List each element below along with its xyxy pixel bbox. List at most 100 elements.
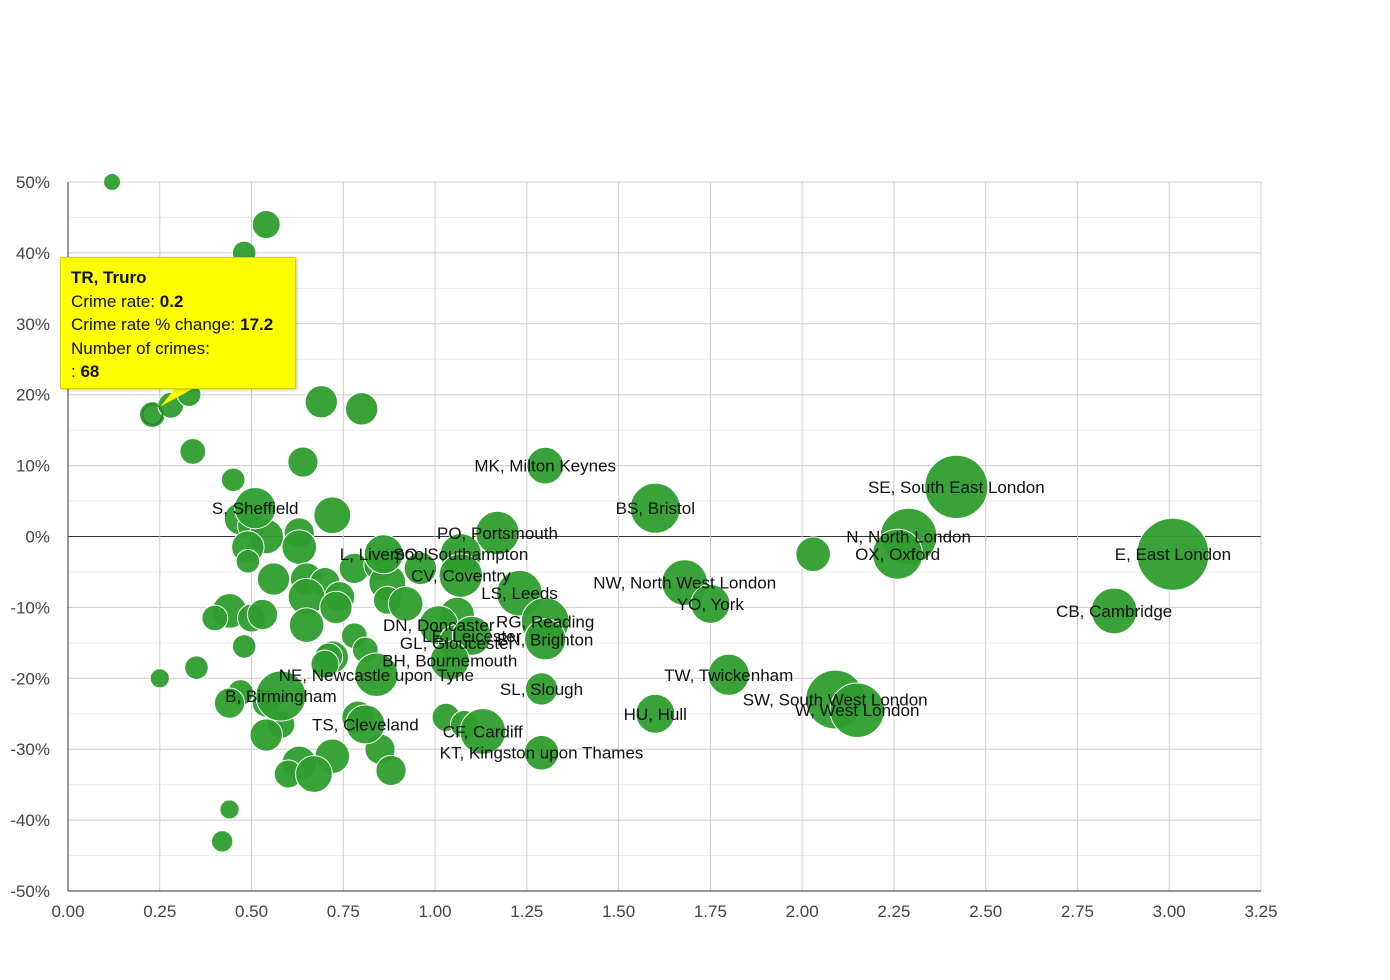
tooltip-rate-label: Crime rate: [71, 291, 160, 311]
bubble[interactable] [526, 446, 565, 485]
bubble[interactable] [179, 438, 207, 465]
bubble-label: LS, Leeds [481, 584, 558, 603]
y-tick-label: -10% [10, 598, 50, 617]
bubble-label: CF, Cardiff [443, 722, 523, 741]
x-tick-label: 2.25 [877, 902, 910, 921]
bubble[interactable] [310, 649, 340, 679]
y-tick-label: 40% [16, 244, 50, 263]
bubble[interactable] [246, 598, 279, 631]
tooltip-rate-value: 0.2 [159, 291, 184, 311]
tooltip-arrow [160, 389, 193, 407]
bubble-label: BN, Brighton [497, 630, 593, 649]
highlight-ring [141, 403, 164, 426]
bubble[interactable] [1090, 587, 1138, 635]
bubble[interactable] [354, 652, 399, 697]
bubble[interactable] [629, 482, 681, 534]
bubble-label: NE, Newcastle upon Tyne [279, 666, 474, 685]
bubble-label: RG, Reading [496, 613, 594, 632]
bubble[interactable] [438, 553, 483, 598]
tooltip-change-value: 17.2 [240, 315, 274, 334]
bubble-label: N, North London [846, 528, 971, 547]
bubble[interactable] [924, 454, 989, 519]
bubble[interactable] [635, 693, 676, 734]
bubble[interactable] [213, 687, 246, 719]
bubble[interactable] [255, 670, 307, 722]
bubble-label: SW, South West London [743, 691, 928, 710]
bubble-labels: E, East London SE, South East London N, No… [212, 457, 1231, 763]
x-tick-label: 0.25 [143, 902, 176, 921]
bubble[interactable] [523, 734, 560, 771]
bubble[interactable] [295, 755, 333, 793]
bubble[interactable] [524, 672, 559, 706]
tooltip-title: TR, Truro [71, 268, 147, 287]
bubble[interactable] [345, 704, 386, 745]
bubble[interactable] [219, 799, 240, 820]
bubble[interactable] [375, 754, 407, 787]
bubble-label: MK, Milton Keynes [474, 457, 616, 476]
bubble[interactable] [231, 634, 257, 659]
bubble[interactable] [184, 655, 209, 680]
bubble[interactable] [403, 551, 438, 586]
bubble-label: S, Sheffield [212, 499, 299, 518]
bubble-series [103, 173, 1210, 853]
bubble[interactable] [344, 392, 379, 426]
y-tick-label: -40% [10, 811, 50, 830]
bubble-label: PO, Portsmouth [437, 524, 558, 543]
bubble[interactable] [363, 534, 404, 575]
bubble-label: SL, Slough [500, 680, 583, 699]
y-tick-label: -50% [10, 882, 50, 901]
bubble-label: W, West London [795, 701, 919, 720]
bubble[interactable] [210, 830, 234, 853]
bubble[interactable] [281, 529, 318, 565]
x-tick-label: 2.75 [1061, 902, 1094, 921]
bubble[interactable] [475, 510, 520, 556]
x-tick-label: 0.00 [51, 902, 84, 921]
bubble[interactable] [429, 640, 470, 681]
bubble-label: LE, Leicester [422, 627, 522, 646]
bubble[interactable] [1136, 517, 1210, 591]
bubble[interactable] [249, 718, 283, 752]
x-tick-label: 3.25 [1244, 902, 1277, 921]
x-tick-label: 1.75 [694, 902, 727, 921]
x-tick-label: 1.50 [602, 902, 635, 921]
bubble[interactable] [234, 487, 277, 530]
bubble-label: L, Liverpool [340, 545, 428, 564]
tooltip-pointer [141, 389, 193, 426]
bubble[interactable] [829, 682, 885, 738]
bubble[interactable] [251, 210, 281, 240]
bubble-label: CB, Cambridge [1056, 602, 1172, 621]
bubble-label: SO, Southampton [393, 545, 528, 564]
bubble[interactable] [524, 618, 567, 661]
bubble[interactable] [288, 607, 325, 643]
bubble[interactable] [319, 590, 353, 625]
bubble[interactable] [387, 586, 424, 622]
bubble[interactable] [872, 528, 924, 580]
tooltip-count-prefix: : [71, 362, 81, 381]
bubble[interactable] [459, 708, 507, 755]
bubble[interactable] [235, 549, 261, 574]
bubble-label: TW, Twickenham [664, 666, 793, 685]
tooltip-change-label: Crime rate % change: [71, 315, 241, 334]
y-tick-label: -20% [10, 669, 50, 688]
bubble[interactable] [149, 668, 170, 689]
bubble[interactable] [707, 653, 750, 696]
bubble-label: B, Birmingham [225, 687, 336, 706]
bubble[interactable] [287, 446, 319, 478]
bubble[interactable] [304, 385, 338, 419]
bubble[interactable] [256, 562, 291, 596]
bubble[interactable] [103, 173, 122, 191]
x-tick-label: 0.50 [235, 902, 268, 921]
bubble[interactable] [690, 583, 731, 624]
y-tick-label: 10% [16, 457, 50, 476]
tooltip: TR, Truro Crime rate: 0.2 Crime rate % c… [60, 257, 296, 389]
bubble-label: BS, Bristol [616, 499, 695, 518]
x-tick-label: 2.50 [969, 902, 1002, 921]
bubble[interactable] [220, 467, 246, 493]
bubble[interactable] [795, 536, 831, 573]
bubble[interactable] [201, 604, 229, 632]
bubble-label: HU, Hull [624, 705, 687, 724]
bubble[interactable] [313, 496, 352, 535]
y-tick-label: 0% [25, 528, 50, 547]
y-tick-label: 30% [16, 315, 50, 334]
